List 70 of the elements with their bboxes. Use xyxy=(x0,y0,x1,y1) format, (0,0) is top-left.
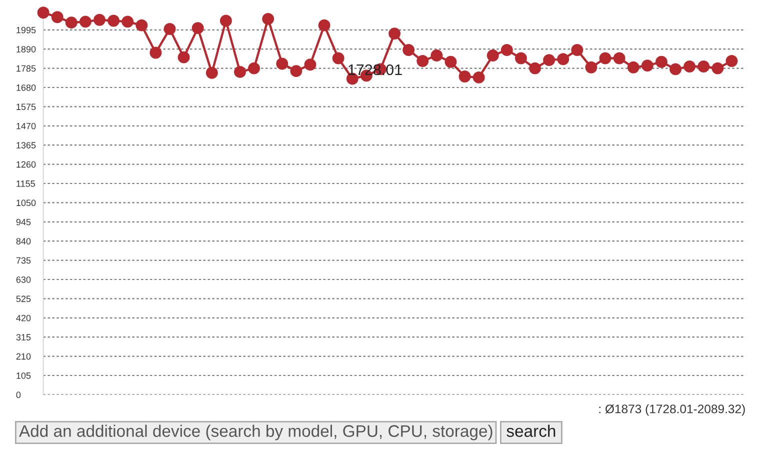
point xyxy=(136,19,148,32)
text: search xyxy=(506,424,556,437)
point xyxy=(37,6,50,19)
point xyxy=(712,62,724,74)
point xyxy=(543,54,556,66)
point xyxy=(627,61,640,74)
point xyxy=(500,44,513,56)
point xyxy=(150,46,162,59)
point xyxy=(65,16,78,29)
point xyxy=(164,23,176,35)
y-tick-label: 1365 xyxy=(16,142,36,148)
point xyxy=(571,44,584,56)
point xyxy=(290,65,302,78)
y-tick-label: 1680 xyxy=(16,84,36,91)
point xyxy=(613,52,626,64)
text: Add an additional device (search by model, GPU, CPU, storage) xyxy=(19,424,492,440)
point xyxy=(726,55,738,67)
y-tick-label: 945 xyxy=(16,218,31,226)
point xyxy=(430,50,443,62)
point xyxy=(486,50,499,62)
point xyxy=(192,22,204,34)
point xyxy=(670,63,682,76)
point xyxy=(248,62,260,74)
y-tick-label: 1575 xyxy=(16,104,36,110)
point xyxy=(641,60,654,72)
point xyxy=(51,11,64,24)
point xyxy=(655,56,668,68)
point xyxy=(458,70,471,82)
point xyxy=(472,71,485,84)
point xyxy=(276,58,288,70)
y-tick-label: 0 xyxy=(16,392,21,398)
y-tick-label: 105 xyxy=(16,372,31,379)
y-tick-label: 420 xyxy=(16,314,31,322)
point xyxy=(514,52,527,64)
point xyxy=(94,14,106,26)
point xyxy=(698,60,710,72)
point xyxy=(108,14,120,27)
point xyxy=(304,58,316,71)
point xyxy=(402,44,415,56)
y-tick-label: 1260 xyxy=(16,161,36,168)
point xyxy=(684,60,696,72)
point xyxy=(388,28,400,40)
y-tick-label: 1785 xyxy=(16,65,36,72)
y-tick-label: 1155 xyxy=(16,180,35,187)
text: : Ø1873 (1728.01-2089.32) xyxy=(599,404,745,416)
y-tick-label: 1890 xyxy=(16,46,36,52)
point xyxy=(79,16,92,28)
point xyxy=(122,16,134,28)
y-tick-label: 525 xyxy=(16,296,31,302)
point xyxy=(599,52,612,64)
y-tick-label: 1050 xyxy=(16,200,36,206)
y-tick-label: 1470 xyxy=(16,122,36,130)
y-tick-label: 315 xyxy=(16,334,31,340)
point xyxy=(444,56,457,68)
point xyxy=(262,12,274,25)
point xyxy=(206,66,218,79)
point xyxy=(557,53,570,66)
y-tick-label: 1995 xyxy=(16,26,36,34)
y-tick-label: 840 xyxy=(16,238,31,244)
point xyxy=(332,52,344,64)
y-tick-label: 630 xyxy=(16,276,31,283)
point xyxy=(234,66,246,78)
point xyxy=(529,62,541,74)
point xyxy=(318,19,330,32)
point xyxy=(585,61,598,74)
point xyxy=(220,14,232,27)
y-tick-label: 210 xyxy=(16,353,31,360)
point xyxy=(178,51,190,64)
point xyxy=(416,55,429,67)
y-tick-label: 735 xyxy=(16,257,31,264)
